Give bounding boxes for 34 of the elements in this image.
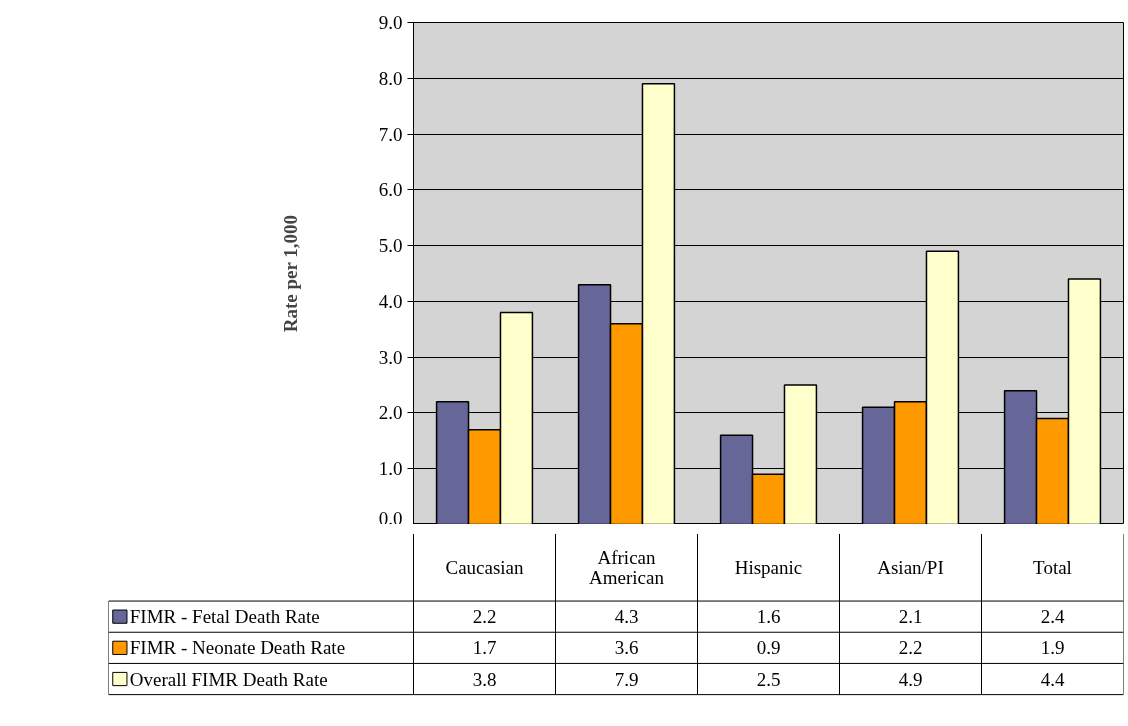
y-tick-label: 8.0 <box>378 67 403 89</box>
data-label: 4.4 <box>1040 668 1065 690</box>
y-tick-label: 9.0 <box>378 12 403 33</box>
x-tick-label: Total <box>1033 557 1072 578</box>
legend-label: Overall FIMR Death Rate <box>129 668 328 690</box>
data-label: 2.1 <box>898 606 923 628</box>
data-label: 2.2 <box>472 606 497 628</box>
data-label: 2.5 <box>756 668 781 690</box>
x-tick-label: Asian/PI <box>877 557 944 578</box>
data-label: 1.6 <box>756 606 781 628</box>
y-tick-label: 6.0 <box>378 179 403 201</box>
x-tick-label: Caucasian <box>445 557 525 578</box>
data-label: 4.3 <box>614 606 639 628</box>
data-label: 1.7 <box>472 637 497 659</box>
y-tick-label: 2.0 <box>378 402 403 424</box>
data-label: 2.4 <box>1040 606 1065 628</box>
y-tick-label: 1.0 <box>378 458 403 480</box>
y-axis-title: Rate per 1,000 <box>279 215 301 333</box>
data-label: 7.9 <box>614 668 639 690</box>
data-label: 2.2 <box>898 637 923 659</box>
x-tick-label: Hispanic <box>734 557 803 578</box>
data-label: 1.9 <box>1040 637 1065 659</box>
legend-label: FIMR - Neonate Death Rate <box>129 637 346 659</box>
data-label: 0.9 <box>756 637 781 659</box>
data-label: 3.8 <box>472 668 497 690</box>
data-label: 4.9 <box>898 668 923 690</box>
y-tick-label: 5.0 <box>378 235 403 257</box>
y-tick-label: 7.0 <box>378 123 403 145</box>
y-tick-label: 3.0 <box>378 346 403 368</box>
data-label: 3.6 <box>614 637 639 659</box>
y-tick-label: 4.0 <box>378 290 403 312</box>
legend-label: FIMR - Fetal Death Rate <box>129 606 320 628</box>
y-tick-label: 0.0 <box>378 507 403 529</box>
x-tick-label: African American <box>589 546 665 589</box>
